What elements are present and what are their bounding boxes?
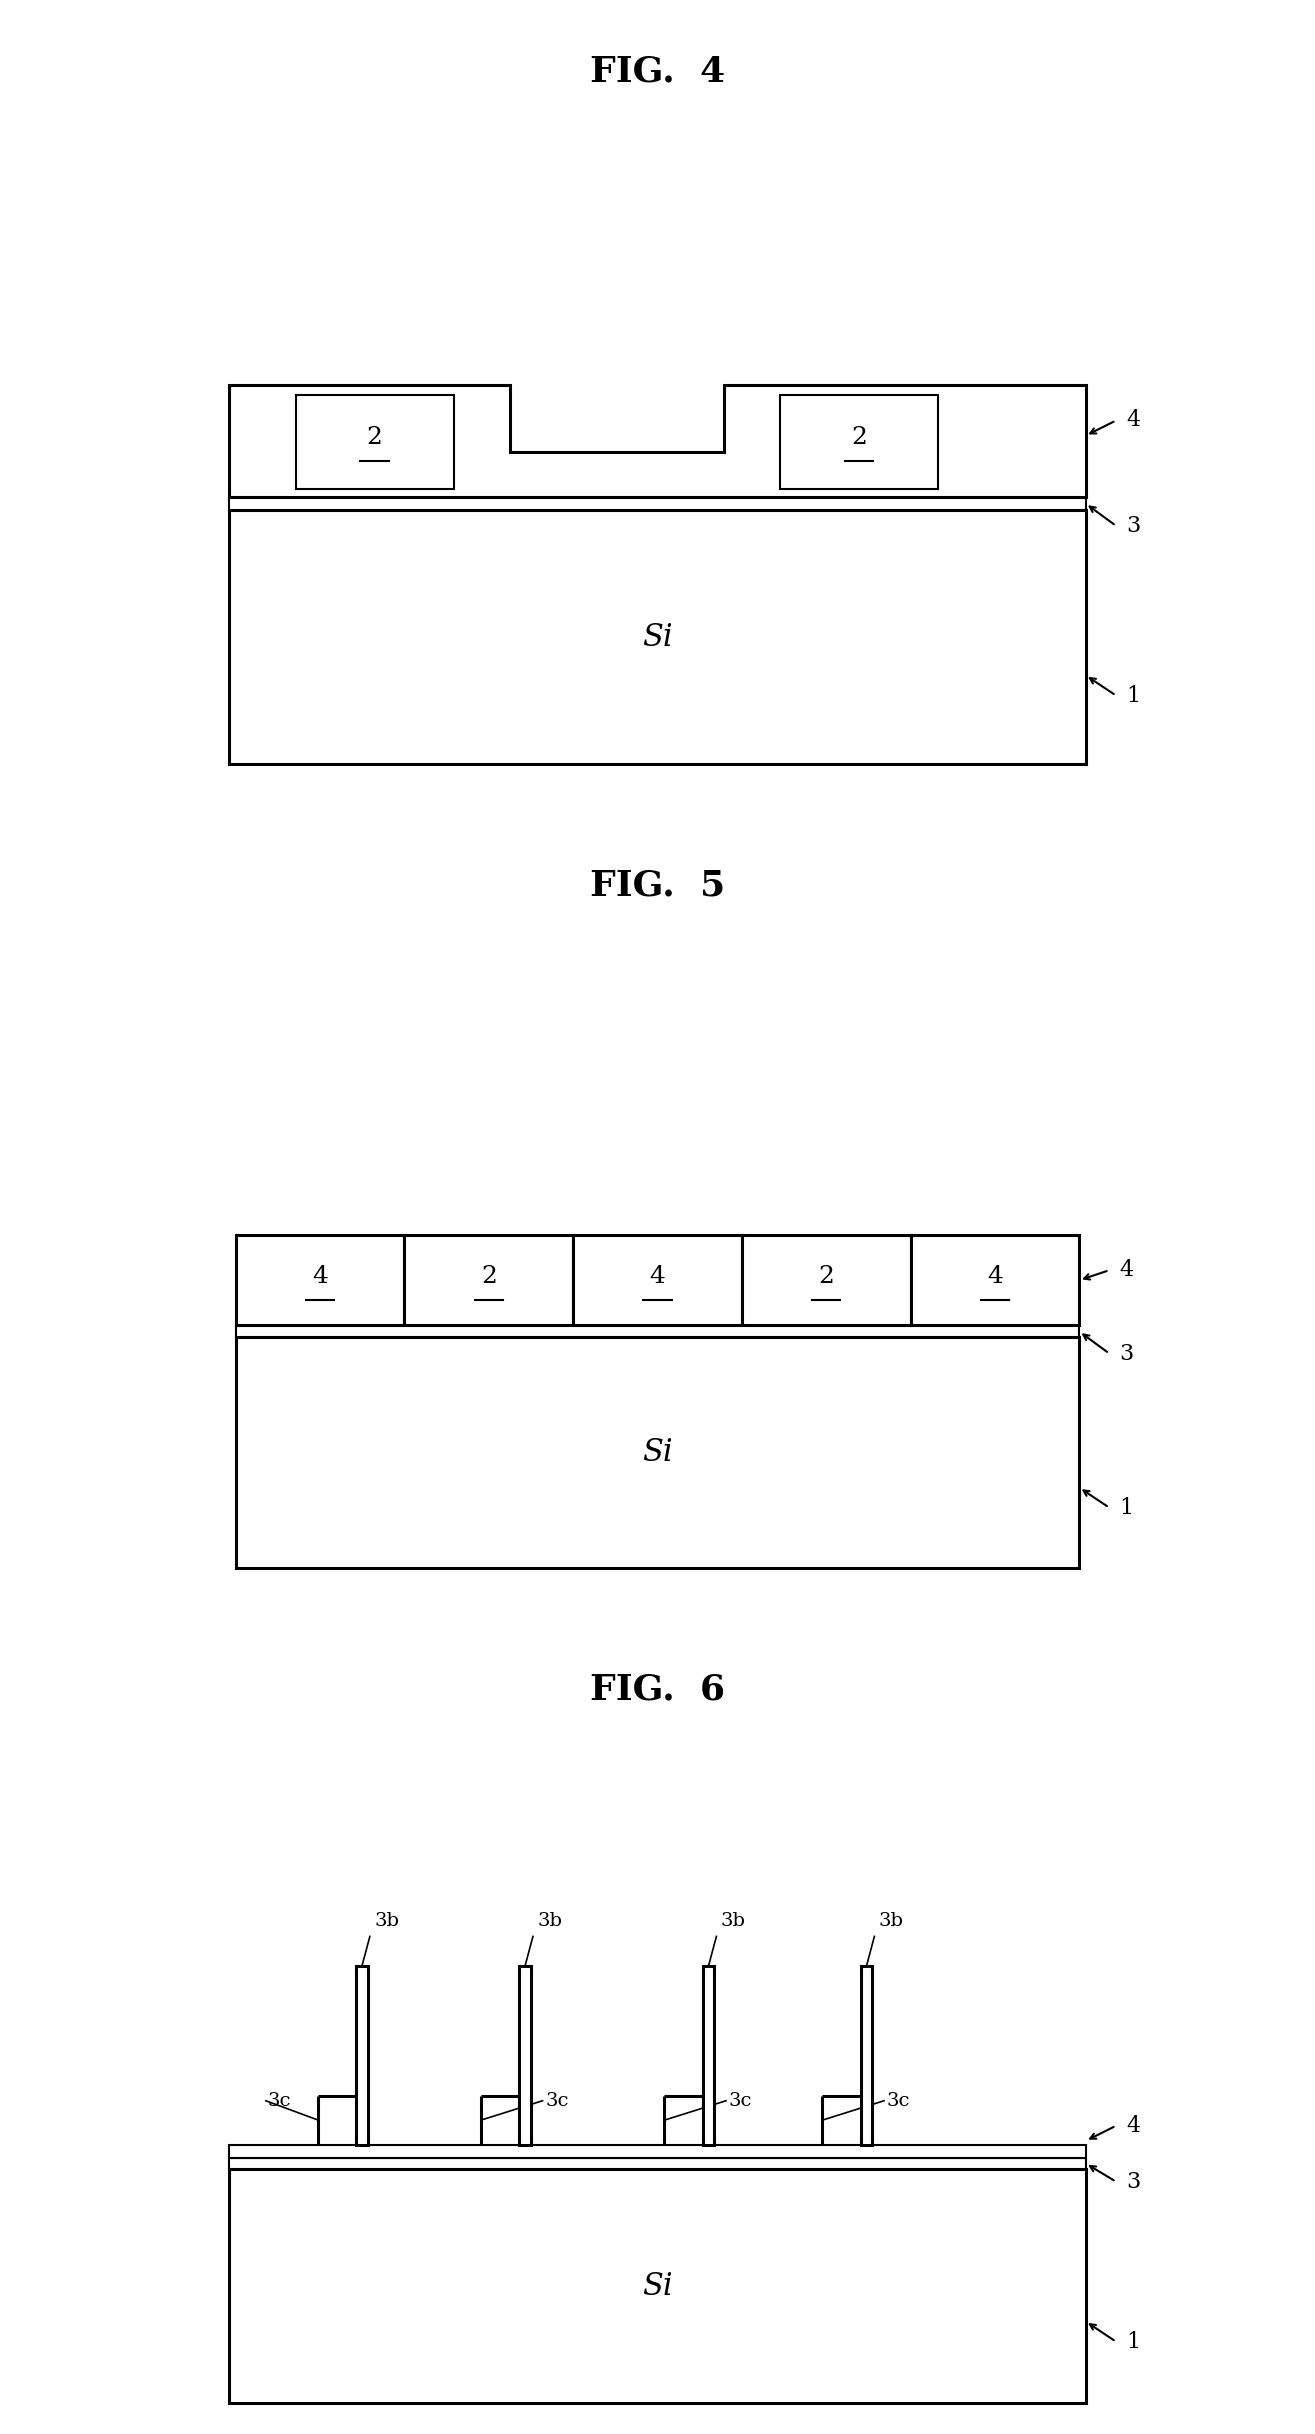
Bar [405,1234,573,1327]
Bar [356,1967,367,2144]
Polygon shape [229,385,1086,497]
Bar [780,394,938,489]
Text: FIG.  4: FIG. 4 [590,54,725,88]
Bar [861,1967,872,2144]
Text: FIG.  5: FIG. 5 [590,869,725,903]
Text: 2: 2 [481,1266,497,1288]
Bar [742,1234,910,1327]
Bar [910,1234,1080,1327]
Text: 3: 3 [1119,1344,1134,1365]
Bar [229,509,1086,764]
Text: 1: 1 [1119,1497,1134,1519]
Bar [229,497,1086,509]
Text: 2: 2 [367,426,383,448]
Text: 4: 4 [988,1266,1003,1288]
Bar [296,394,454,489]
Text: 3: 3 [1127,516,1140,538]
Text: 3c: 3c [267,2091,291,2110]
Text: 4: 4 [312,1266,327,1288]
Text: 3c: 3c [546,2091,569,2110]
Text: Si: Si [642,1438,673,1468]
Text: Si: Si [642,2271,673,2303]
Text: 3b: 3b [375,1913,400,1930]
Text: 4: 4 [1127,409,1140,431]
Bar [229,2159,1086,2169]
Text: 1: 1 [1127,684,1140,706]
Text: 3c: 3c [886,2091,910,2110]
Text: 2: 2 [818,1266,834,1288]
Bar [229,2169,1086,2402]
Text: 3b: 3b [878,1913,903,1930]
Text: 3b: 3b [721,1913,746,1930]
Text: 4: 4 [1119,1258,1134,1280]
Bar [519,1967,531,2144]
Text: 2: 2 [851,426,867,448]
Text: 4: 4 [1127,2115,1140,2137]
Bar [235,1327,1080,1339]
Bar [235,1234,405,1327]
Bar [229,2144,1086,2159]
Text: 3c: 3c [729,2091,752,2110]
Text: 4: 4 [650,1266,665,1288]
Text: 3: 3 [1127,2171,1140,2193]
Bar [702,1967,714,2144]
Text: 3b: 3b [538,1913,563,1930]
Text: 1: 1 [1127,2332,1140,2354]
Bar [235,1339,1080,1567]
Text: FIG.  6: FIG. 6 [590,1672,725,1706]
Bar [573,1234,742,1327]
Text: Si: Si [642,621,673,652]
